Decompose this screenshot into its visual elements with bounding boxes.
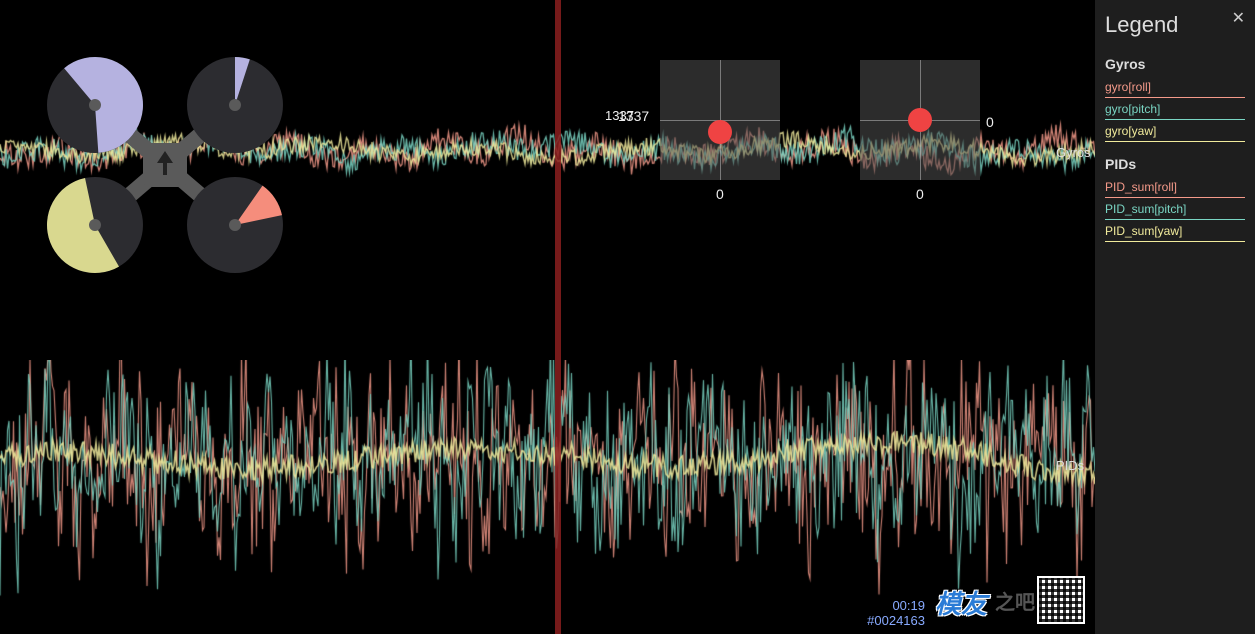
time-readout: 00:19 #0024163 <box>867 598 925 628</box>
pids-chart[interactable] <box>0 360 1095 600</box>
time-elapsed: 00:19 <box>867 598 925 613</box>
legend-section-title: PIDs <box>1105 156 1245 172</box>
drone-orientation-widget <box>35 55 295 265</box>
drone-icon <box>35 55 295 275</box>
right-stick: 00 <box>860 60 980 180</box>
close-icon[interactable]: ✕ <box>1232 8 1245 28</box>
time-frame: #0024163 <box>867 613 925 628</box>
left-stick: 13370 <box>660 60 780 180</box>
legend-section: Gyros gyro[roll]gyro[pitch]gyro[yaw] <box>1105 56 1245 142</box>
stick-value-label: 0 <box>716 186 724 202</box>
main-chart-area[interactable]: Gyros PIDs 1337 1337000 00:19 #0024163 模… <box>0 0 1095 634</box>
stick-value-label: 1337 <box>618 108 649 124</box>
stick-value-label: 0 <box>986 114 994 130</box>
pids-axis-label: PIDs <box>1056 458 1084 473</box>
legend-item[interactable]: PID_sum[pitch] <box>1105 200 1245 220</box>
time-cursor[interactable] <box>555 0 561 634</box>
legend-item[interactable]: PID_sum[yaw] <box>1105 222 1245 242</box>
legend-item[interactable]: gyro[pitch] <box>1105 100 1245 120</box>
legend-item[interactable]: gyro[roll] <box>1105 78 1245 98</box>
legend-panel: ✕ Legend Gyros gyro[roll]gyro[pitch]gyro[… <box>1095 0 1255 634</box>
legend-item[interactable]: PID_sum[roll] <box>1105 178 1245 198</box>
gyros-axis-label: Gyros <box>1056 145 1091 160</box>
stick-position-dot <box>708 120 732 144</box>
stick-position-dot <box>908 108 932 132</box>
stick-value-label: 0 <box>916 186 924 202</box>
legend-title: Legend <box>1105 12 1245 38</box>
legend-item[interactable]: gyro[yaw] <box>1105 122 1245 142</box>
legend-section: PIDs PID_sum[roll]PID_sum[pitch]PID_sum[y… <box>1105 156 1245 242</box>
legend-section-title: Gyros <box>1105 56 1245 72</box>
